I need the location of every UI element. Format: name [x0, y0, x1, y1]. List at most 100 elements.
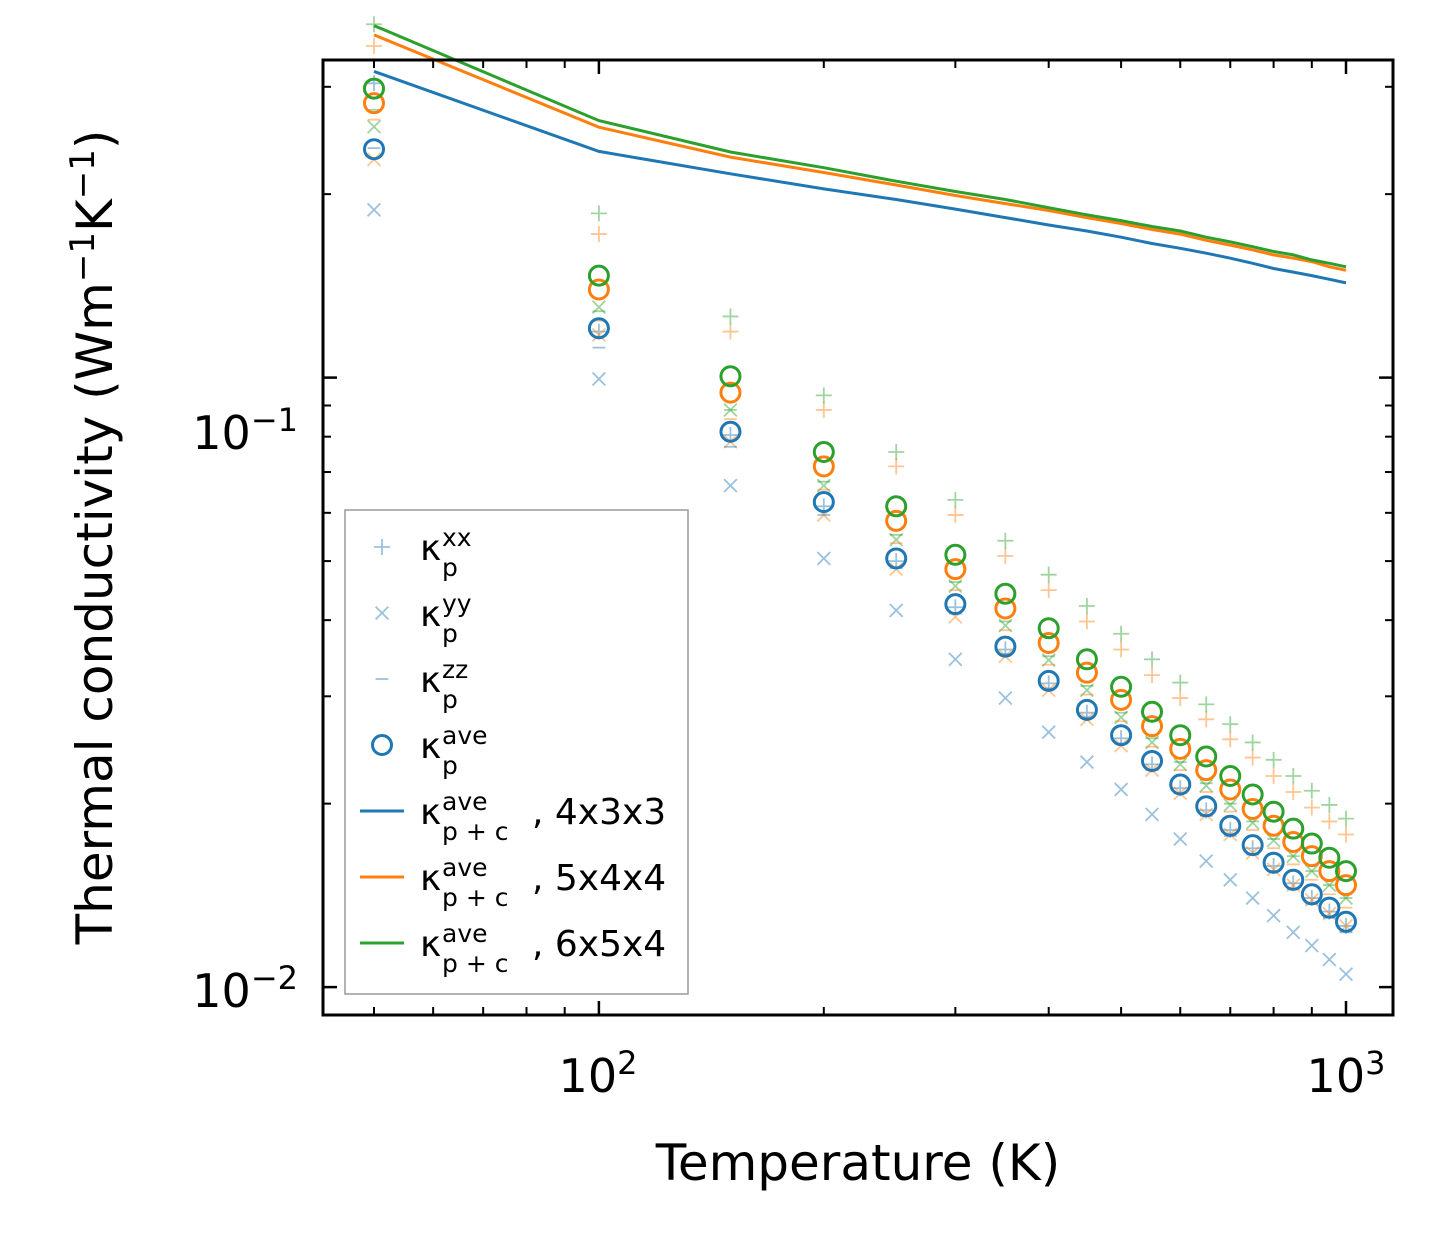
point-circle-4x3x3 [1219, 814, 1242, 837]
point-circle-6x5x4 [1037, 617, 1060, 640]
legend-label-kpc-6x5x4: κave p + c, 6x5x4 [420, 919, 666, 978]
point-x-6x5x4 [998, 618, 1013, 633]
point-circle-5x4x4 [363, 92, 385, 115]
point-circle-6x5x4 [1075, 648, 1098, 671]
point-x-5x4x4 [1245, 845, 1260, 860]
point-plus-5x4x4 [1113, 641, 1130, 658]
legend-label-kp-ave: κave p [420, 721, 488, 780]
point-circle-6x5x4 [587, 264, 610, 287]
point-x-4x3x3 [1114, 782, 1129, 797]
point-circle-4x3x3 [1075, 698, 1098, 721]
point-plus-5x4x4 [590, 226, 607, 243]
point-circle-5x4x4 [1141, 715, 1164, 738]
point-plus-6x5x4 [888, 444, 905, 461]
point-plus-5x4x4 [722, 323, 739, 340]
point-x-6x5x4 [1199, 778, 1214, 793]
point-x-4x3x3 [998, 691, 1013, 706]
point-x-6x5x4 [816, 478, 831, 493]
point-circle-5x4x4 [1037, 631, 1060, 654]
legend-label-kp-yy: κyy p [420, 589, 472, 648]
point-circle-4x3x3 [1195, 795, 1218, 818]
point-plus-6x5x4 [1244, 734, 1261, 751]
point-plus-5x4x4 [815, 401, 832, 418]
point-circle-5x4x4 [1318, 860, 1341, 883]
point-circle-4x3x3 [1169, 773, 1192, 796]
point-circle-6x5x4 [1241, 783, 1264, 806]
point-plus-6x5x4 [1321, 796, 1338, 813]
point-x-4x3x3 [889, 603, 904, 618]
point-x-5x4x4 [591, 327, 606, 342]
line-kpc-ave-6x5x4 [373, 24, 1347, 269]
point-circle-6x5x4 [1335, 860, 1357, 883]
point-plus-6x5x4 [1222, 716, 1239, 733]
point-plus-6x5x4 [947, 491, 964, 508]
point-circle-4x3x3 [1037, 669, 1060, 692]
point-plus-5x4x4 [366, 38, 382, 54]
point-plus-5x4x4 [888, 458, 905, 475]
point-x-4x3x3 [1223, 872, 1238, 887]
point-plus-6x5x4 [1303, 782, 1320, 799]
point-circle-6x5x4 [1318, 846, 1341, 869]
point-x-6x5x4 [1079, 683, 1094, 698]
point-plus-6x5x4 [1198, 696, 1215, 713]
point-x-4x3x3 [1079, 755, 1094, 770]
point-x-6x5x4 [591, 300, 606, 315]
point-circle-5x4x4 [1110, 688, 1133, 711]
point-circle-5x4x4 [1195, 759, 1218, 782]
point-circle-5x4x4 [944, 558, 967, 581]
legend-label-kp-zz: κzz p [420, 655, 468, 714]
line-kpc-ave-5x4x4 [373, 33, 1347, 272]
point-circle-6x5x4 [1300, 832, 1323, 855]
line-kpc-ave-4x3x3 [373, 69, 1347, 285]
point-x-4x3x3 [1286, 925, 1301, 940]
point-plus-5x4x4 [1265, 768, 1282, 785]
conductivity-markers [363, 16, 1357, 982]
point-x-4x3x3 [1304, 938, 1319, 953]
point-plus-5x4x4 [997, 547, 1014, 564]
point-circle-6x5x4 [1141, 700, 1164, 723]
point-x-6x5x4 [1304, 864, 1319, 879]
x-tick-label-1000: 103 [1307, 1044, 1386, 1103]
point-circle-5x4x4 [1169, 737, 1192, 760]
point-x-4x3x3 [591, 371, 606, 386]
point-plus-5x4x4 [1040, 582, 1057, 599]
point-circle-4x3x3 [363, 138, 385, 161]
point-circle-5x4x4 [885, 509, 908, 532]
point-circle-4x3x3 [885, 547, 908, 570]
point-plus-6x5x4 [1172, 674, 1189, 691]
legend-handle-circle [371, 734, 393, 756]
major-ticks [323, 60, 1393, 1015]
point-plus-6x5x4 [1078, 597, 1095, 614]
point-plus-5x4x4 [1222, 731, 1239, 748]
point-plus-5x4x4 [947, 507, 964, 524]
point-x-6x5x4 [1144, 735, 1160, 750]
point-circle-5x4x4 [719, 381, 742, 404]
point-plus-5x4x4 [1303, 799, 1320, 816]
point-circle-5x4x4 [1219, 778, 1242, 801]
point-plus-6x5x4 [1144, 651, 1161, 668]
point-circle-6x5x4 [1219, 765, 1242, 788]
point-x-6x5x4 [1266, 833, 1281, 848]
point-plus-5x4x4 [1078, 613, 1095, 630]
point-circle-4x3x3 [994, 635, 1017, 658]
point-plus-6x5x4 [366, 16, 382, 33]
point-circle-4x3x3 [944, 593, 967, 616]
point-circle-5x4x4 [1075, 661, 1098, 684]
point-x-6x5x4 [1114, 710, 1129, 725]
plot-frame [321, 58, 1395, 1017]
point-plus-6x5x4 [815, 387, 832, 404]
point-plus-4x3x3 [1040, 675, 1057, 692]
point-circle-6x5x4 [1110, 675, 1133, 698]
point-x-4x3x3 [1245, 891, 1260, 906]
point-plus-5x4x4 [1144, 667, 1161, 684]
point-plus-5x4x4 [1338, 826, 1354, 843]
point-plus-6x5x4 [722, 308, 739, 325]
point-x-4x3x3 [1173, 831, 1188, 847]
point-x-6x5x4 [889, 532, 904, 547]
point-circle-4x3x3 [1318, 896, 1341, 919]
point-circle-6x5x4 [1195, 745, 1218, 768]
point-x-6x5x4 [723, 402, 738, 417]
point-circle-4x3x3 [719, 420, 742, 443]
point-plus-4x3x3 [888, 553, 905, 570]
